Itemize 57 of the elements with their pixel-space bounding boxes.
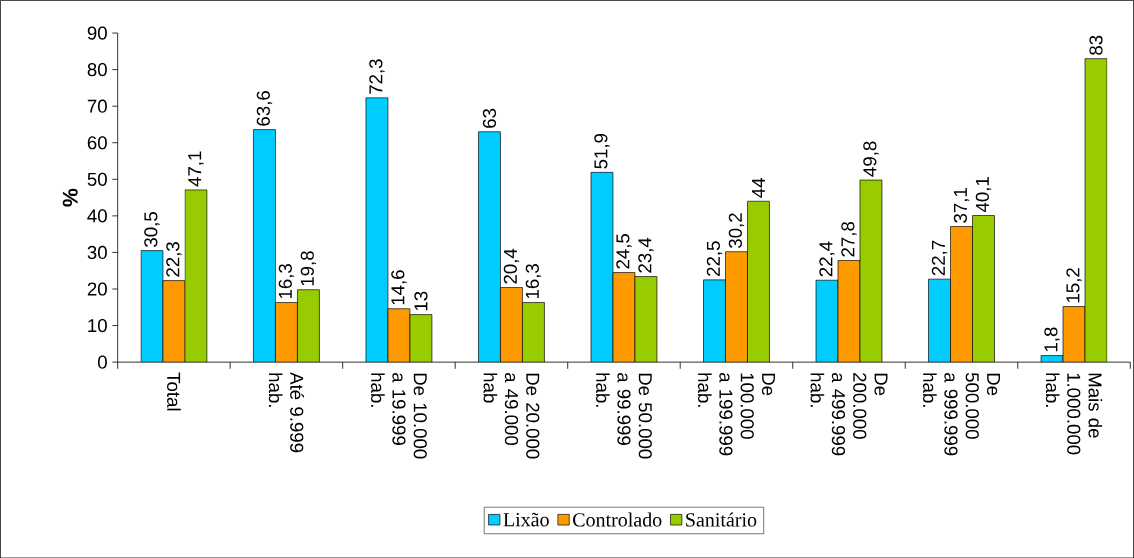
bar (365, 97, 389, 362)
data-label: 20,4 (503, 248, 520, 284)
data-label: 22,5 (706, 241, 723, 276)
data-label: 23,4 (638, 237, 654, 273)
x-tick-label: Total (167, 372, 181, 411)
y-tick-label: 70 (87, 99, 107, 113)
data-label: 22,3 (166, 241, 182, 277)
y-tick-label: 90 (87, 26, 107, 40)
data-label: 72,3 (369, 59, 385, 94)
y-tick-label: 10 (88, 318, 107, 332)
bar (928, 278, 951, 362)
y-tick-label: 40 (87, 209, 107, 223)
x-tick-label: Mais de 1.000.000 hab. (1045, 373, 1103, 455)
bar (590, 171, 614, 362)
data-label: 15,2 (1066, 268, 1082, 302)
legend-label: Sanitário (686, 512, 757, 527)
data-label: 30,2 (728, 213, 745, 248)
data-label: 44 (752, 177, 765, 198)
y-tick-label: 80 (87, 62, 107, 77)
data-label: 16,3 (525, 263, 542, 298)
bar (478, 131, 501, 362)
data-label: 19,8 (300, 251, 317, 286)
x-tick-label: De 20.000 a 49.000 hab (483, 372, 540, 459)
data-label: 49,8 (863, 141, 879, 177)
x-tick-label: De 100.000 a 199.999 hab. (697, 372, 775, 456)
y-tick-label: 0 (97, 355, 107, 369)
y-tick-label: 30 (87, 245, 107, 259)
y-axis-title: % (62, 188, 78, 207)
data-label: 47,1 (188, 151, 204, 187)
data-label: 13 (414, 291, 428, 310)
data-label: 51,9 (594, 133, 610, 169)
y-tick-label: 20 (87, 282, 107, 296)
y-tick-label: 60 (87, 135, 107, 150)
data-label: 83 (1089, 35, 1103, 55)
data-label: 63,6 (256, 90, 273, 126)
data-label: 22,4 (819, 241, 835, 277)
data-label: 63 (482, 108, 497, 128)
y-tick-label: 50 (87, 172, 107, 186)
bar (703, 279, 726, 362)
data-label: 16,3 (278, 263, 295, 298)
x-tick-label: De 200.000 a 499.999 hab. (810, 372, 888, 456)
data-label: 40,1 (975, 176, 992, 212)
data-label: 1,8 (1044, 327, 1060, 351)
x-tick-label: De 10.000 a 19.999 hab. (371, 372, 427, 459)
data-label: 22,7 (931, 240, 948, 275)
x-tick-label: De 500.000 a 999.999 hab. (923, 372, 1000, 456)
data-label: 37,1 (953, 187, 970, 223)
x-tick-label: De 50.000 a 99.999 hab. (596, 372, 652, 459)
data-label: 27,8 (841, 221, 857, 257)
bar (140, 250, 164, 362)
data-label: 24,5 (616, 233, 632, 269)
legend-label: Lixão (503, 512, 549, 527)
data-label: 14,6 (391, 270, 407, 305)
legend-label: Controlado (573, 512, 662, 527)
data-label: 30,5 (144, 211, 160, 247)
bar (253, 129, 276, 362)
x-tick-label: Até 9.999 hab. (268, 372, 305, 452)
